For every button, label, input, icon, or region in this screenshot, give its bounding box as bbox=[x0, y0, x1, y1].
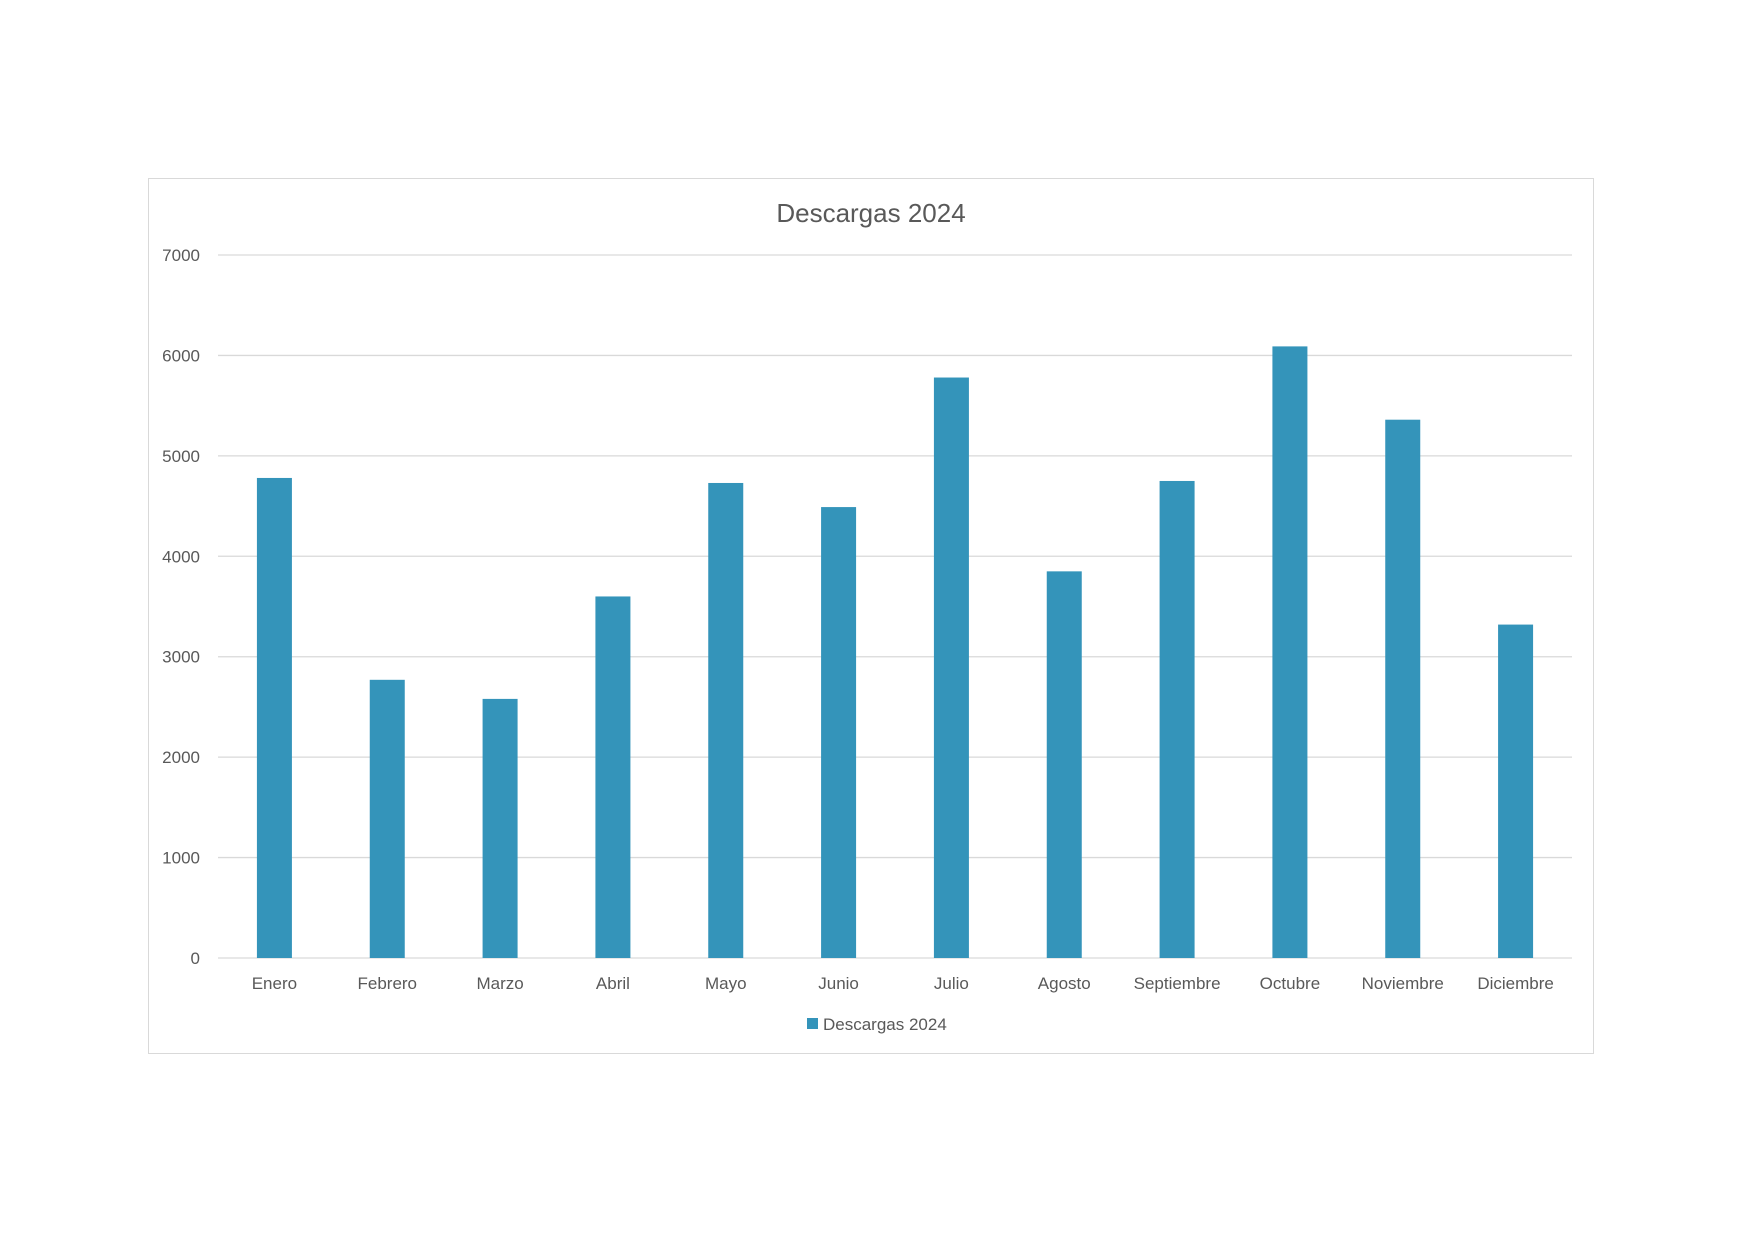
y-tick-label: 4000 bbox=[162, 547, 200, 566]
y-tick-label: 2000 bbox=[162, 748, 200, 767]
x-tick-label: Marzo bbox=[476, 974, 523, 993]
bar-abril bbox=[595, 596, 631, 958]
bar-enero bbox=[256, 477, 292, 958]
bar-octubre bbox=[1272, 346, 1308, 958]
x-tick-label: Mayo bbox=[705, 974, 747, 993]
x-tick-label: Septiembre bbox=[1134, 974, 1221, 993]
y-tick-label: 7000 bbox=[162, 246, 200, 265]
bar-septiembre bbox=[1159, 480, 1195, 958]
bar-mayo bbox=[708, 482, 744, 958]
bar-marzo bbox=[482, 698, 518, 958]
x-tick-label: Octubre bbox=[1260, 974, 1320, 993]
chart-title: Descargas 2024 bbox=[776, 198, 965, 228]
legend-swatch bbox=[807, 1018, 818, 1029]
x-tick-label: Abril bbox=[596, 974, 630, 993]
x-tick-label: Agosto bbox=[1038, 974, 1091, 993]
y-tick-label: 5000 bbox=[162, 447, 200, 466]
bar-julio bbox=[933, 377, 969, 959]
bar-febrero bbox=[369, 679, 405, 958]
x-tick-label: Enero bbox=[252, 974, 297, 993]
y-tick-label: 3000 bbox=[162, 648, 200, 667]
legend-label: Descargas 2024 bbox=[823, 1015, 947, 1034]
bar-diciembre bbox=[1498, 624, 1534, 958]
x-tick-label: Noviembre bbox=[1362, 974, 1444, 993]
gridlines bbox=[218, 254, 1572, 959]
x-tick-label: Febrero bbox=[357, 974, 417, 993]
y-axis-ticks: 0 1000 2000 3000 4000 5000 6000 7000 bbox=[162, 246, 200, 968]
bars bbox=[256, 346, 1534, 959]
bar-agosto bbox=[1046, 571, 1082, 958]
x-tick-label: Julio bbox=[934, 974, 969, 993]
x-tick-label: Junio bbox=[818, 974, 859, 993]
y-tick-label: 1000 bbox=[162, 849, 200, 868]
bar-junio bbox=[821, 507, 857, 958]
y-tick-label: 6000 bbox=[162, 346, 200, 365]
x-tick-label: Diciembre bbox=[1477, 974, 1554, 993]
bar-noviembre bbox=[1385, 419, 1421, 958]
legend: Descargas 2024 bbox=[807, 1015, 947, 1034]
x-axis-ticks: Enero Febrero Marzo Abril Mayo Junio Julio Agos… bbox=[252, 974, 1554, 993]
y-tick-label: 0 bbox=[191, 949, 200, 968]
